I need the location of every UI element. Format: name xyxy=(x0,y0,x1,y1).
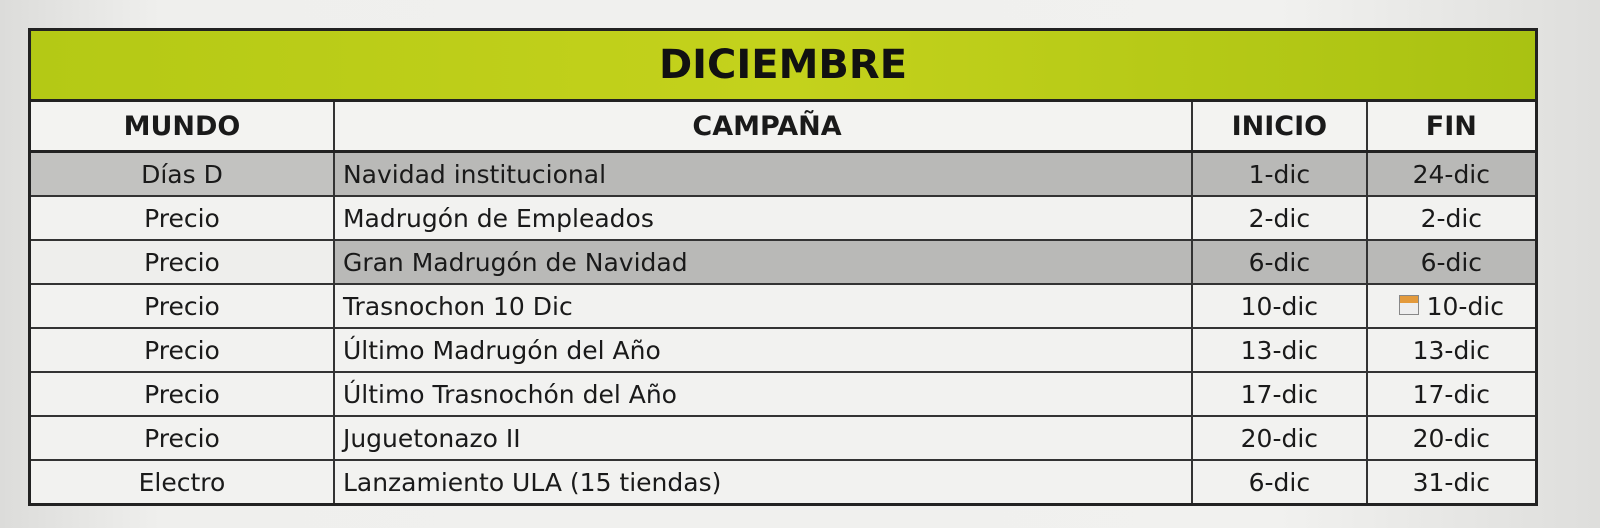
header-mundo[interactable]: MUNDO xyxy=(28,99,335,153)
table-row: Precio Trasnochon 10 Dic 10-dic 10-dic xyxy=(28,283,1538,329)
cell-inicio[interactable]: 2-dic xyxy=(1191,195,1368,241)
cell-fin[interactable]: 17-dic xyxy=(1365,371,1538,417)
cell-fin[interactable]: 31-dic xyxy=(1365,459,1538,506)
header-row: MUNDO CAMPAÑA INICIO FIN xyxy=(28,99,1538,153)
cell-fin-value: 10-dic xyxy=(1426,291,1505,321)
cell-inicio[interactable]: 17-dic xyxy=(1191,371,1368,417)
cell-inicio[interactable]: 20-dic xyxy=(1191,415,1368,461)
cell-campana[interactable]: Gran Madrugón de Navidad xyxy=(332,239,1194,285)
header-fin[interactable]: FIN xyxy=(1365,99,1538,153)
cell-campana[interactable]: Lanzamiento ULA (15 tiendas) xyxy=(332,459,1194,506)
cell-fin[interactable]: 20-dic xyxy=(1365,415,1538,461)
cell-inicio[interactable]: 1-dic xyxy=(1191,150,1368,197)
table-row: Precio Último Madrugón del Año 13-dic 13… xyxy=(28,327,1538,373)
cell-fin[interactable]: 2-dic xyxy=(1365,195,1538,241)
cell-mundo[interactable]: Precio xyxy=(28,415,335,461)
table-title[interactable]: DICIEMBRE xyxy=(28,28,1538,102)
cell-mundo[interactable]: Precio xyxy=(28,371,335,417)
cell-campana[interactable]: Juguetonazo II xyxy=(332,415,1194,461)
table-row: Precio Juguetonazo II 20-dic 20-dic xyxy=(28,415,1538,461)
december-campaign-table: DICIEMBRE MUNDO CAMPAÑA INICIO FIN Días … xyxy=(28,28,1538,506)
cell-inicio[interactable]: 13-dic xyxy=(1191,327,1368,373)
cell-campana[interactable]: Último Madrugón del Año xyxy=(332,327,1194,373)
cell-mundo[interactable]: Electro xyxy=(28,459,335,506)
cell-inicio[interactable]: 6-dic xyxy=(1191,239,1368,285)
cell-mundo[interactable]: Precio xyxy=(28,283,335,329)
header-campana[interactable]: CAMPAÑA xyxy=(332,99,1194,153)
cell-fin[interactable]: 6-dic xyxy=(1365,239,1538,285)
cell-mundo[interactable]: Días D xyxy=(28,150,335,197)
cell-campana[interactable]: Trasnochon 10 Dic xyxy=(332,283,1194,329)
cell-campana[interactable]: Navidad institucional xyxy=(332,150,1194,197)
table-row: Días D Navidad institucional 1-dic 24-di… xyxy=(28,150,1538,197)
table-row: Precio Madrugón de Empleados 2-dic 2-dic xyxy=(28,195,1538,241)
cell-mundo[interactable]: Precio xyxy=(28,239,335,285)
cell-inicio[interactable]: 6-dic xyxy=(1191,459,1368,506)
cell-fin[interactable]: 10-dic xyxy=(1365,283,1538,329)
cell-fin[interactable]: 24-dic xyxy=(1365,150,1538,197)
table-row: Precio Último Trasnochón del Año 17-dic … xyxy=(28,371,1538,417)
table-row-selected: Precio Gran Madrugón de Navidad 6-dic 6-… xyxy=(28,239,1538,285)
cell-inicio[interactable]: 10-dic xyxy=(1191,283,1368,329)
paste-options-icon[interactable] xyxy=(1398,294,1419,315)
cell-campana[interactable]: Madrugón de Empleados xyxy=(332,195,1194,241)
cell-fin[interactable]: 13-dic xyxy=(1365,327,1538,373)
title-row: DICIEMBRE xyxy=(28,28,1538,102)
table-row: Electro Lanzamiento ULA (15 tiendas) 6-d… xyxy=(28,459,1538,506)
cell-mundo[interactable]: Precio xyxy=(28,327,335,373)
cell-mundo[interactable]: Precio xyxy=(28,195,335,241)
header-inicio[interactable]: INICIO xyxy=(1191,99,1368,153)
cell-campana[interactable]: Último Trasnochón del Año xyxy=(332,371,1194,417)
